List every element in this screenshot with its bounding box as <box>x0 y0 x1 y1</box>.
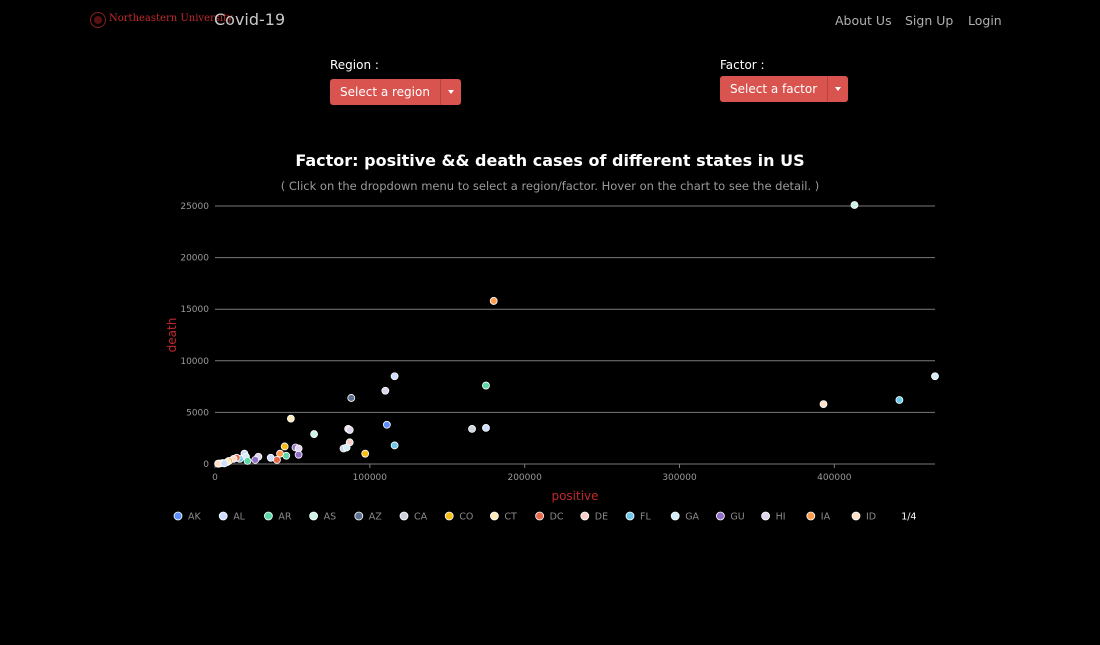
data-point[interactable] <box>819 400 828 409</box>
chart-subtitle: ( Click on the dropdown menu to select a… <box>280 179 820 193</box>
data-point[interactable] <box>482 423 490 432</box>
legend-label[interactable]: GA <box>685 512 699 523</box>
legend-label[interactable]: CO <box>459 512 473 523</box>
legend-marker[interactable] <box>851 511 861 521</box>
data-point[interactable] <box>273 455 281 464</box>
x-tick-label: 300000 <box>662 473 697 483</box>
caret-down-icon[interactable] <box>439 79 461 105</box>
legend-label[interactable]: AZ <box>369 512 382 523</box>
data-point[interactable] <box>276 449 284 458</box>
data-point[interactable] <box>243 457 252 465</box>
legend-label[interactable]: ID <box>866 512 876 523</box>
x-tick-label: 0 <box>212 473 218 483</box>
factor-label: Factor : <box>720 58 765 72</box>
y-tick-label: 5000 <box>186 408 209 418</box>
y-axis-title: death <box>165 318 179 353</box>
legend-label[interactable]: DC <box>550 512 564 523</box>
legend-marker[interactable] <box>670 511 680 521</box>
data-point[interactable] <box>345 426 354 434</box>
legend-label[interactable]: IA <box>821 512 831 523</box>
legend-label[interactable]: FL <box>640 512 651 523</box>
region-dropdown-button[interactable]: Select a region <box>330 79 440 105</box>
legend-marker[interactable] <box>806 511 816 521</box>
y-tick-label: 0 <box>203 460 209 470</box>
legend-marker[interactable] <box>218 511 228 521</box>
data-point[interactable] <box>294 450 303 459</box>
data-point[interactable] <box>489 297 498 305</box>
data-point[interactable] <box>381 386 390 395</box>
x-tick-label: 200000 <box>507 473 542 483</box>
legend-marker[interactable] <box>354 511 364 521</box>
legend-marker[interactable] <box>535 511 544 521</box>
data-point[interactable] <box>468 425 476 433</box>
data-point[interactable] <box>251 455 260 464</box>
y-tick-label: 20000 <box>180 254 209 264</box>
legend-marker[interactable] <box>263 511 273 521</box>
legend-page-indicator[interactable]: 1/4 <box>901 512 916 523</box>
legend-marker[interactable] <box>173 511 183 521</box>
factor-dropdown[interactable]: Select a factor <box>720 76 849 102</box>
caret-down-icon[interactable] <box>827 76 849 102</box>
legend-marker[interactable] <box>761 511 770 521</box>
factor-dropdown-button[interactable]: Select a factor <box>720 76 828 102</box>
region-dropdown[interactable]: Select a region <box>330 79 461 105</box>
legend-label[interactable]: AK <box>188 512 201 523</box>
legend-label[interactable]: AL <box>233 512 245 523</box>
data-point[interactable] <box>931 372 939 381</box>
data-point[interactable] <box>310 430 318 438</box>
nav-link-login[interactable]: Login <box>968 13 1002 28</box>
data-point[interactable] <box>280 442 289 451</box>
nav-link-about-us[interactable]: About Us <box>835 13 892 28</box>
nav-link-sign-up[interactable]: Sign Up <box>905 13 954 28</box>
legend-marker[interactable] <box>489 511 499 521</box>
legend-label[interactable]: AR <box>278 512 291 523</box>
x-tick-label: 400000 <box>817 473 852 483</box>
legend-label[interactable]: CA <box>414 512 428 523</box>
legend-marker[interactable] <box>444 511 454 521</box>
legend-marker[interactable] <box>309 511 319 521</box>
legend-label[interactable]: DE <box>595 512 608 523</box>
data-point[interactable] <box>390 441 399 450</box>
legend-label[interactable]: AS <box>324 512 337 523</box>
data-point[interactable] <box>361 449 370 458</box>
data-point[interactable] <box>347 394 356 402</box>
legend-marker[interactable] <box>625 511 635 521</box>
university-seal-icon[interactable] <box>90 12 106 28</box>
legend-marker[interactable] <box>580 511 590 521</box>
x-tick-label: 100000 <box>353 473 388 483</box>
y-tick-label: 25000 <box>180 202 209 212</box>
data-point[interactable] <box>850 201 859 209</box>
data-point[interactable] <box>895 396 904 404</box>
y-tick-label: 15000 <box>180 305 209 315</box>
legend-label[interactable]: GU <box>730 512 744 523</box>
data-point[interactable] <box>342 443 351 452</box>
navbar: Northeastern University Covid-19 About U… <box>0 0 1100 42</box>
y-tick-label: 10000 <box>180 357 209 367</box>
legend-label[interactable]: CT <box>504 512 517 523</box>
data-point[interactable] <box>482 381 490 390</box>
legend-marker[interactable] <box>716 511 725 521</box>
chart-title: Factor: positive && death cases of diffe… <box>295 151 805 170</box>
legend-marker[interactable] <box>399 511 409 521</box>
data-point[interactable] <box>390 372 399 381</box>
legend-label[interactable]: HI <box>776 512 786 523</box>
data-point[interactable] <box>382 420 391 429</box>
brand-name[interactable]: Northeastern University <box>109 13 233 24</box>
data-point[interactable] <box>220 459 229 468</box>
x-axis-title: positive <box>551 489 598 503</box>
region-label: Region : <box>330 58 379 72</box>
app-title[interactable]: Covid-19 <box>214 10 286 29</box>
data-point[interactable] <box>286 414 295 423</box>
